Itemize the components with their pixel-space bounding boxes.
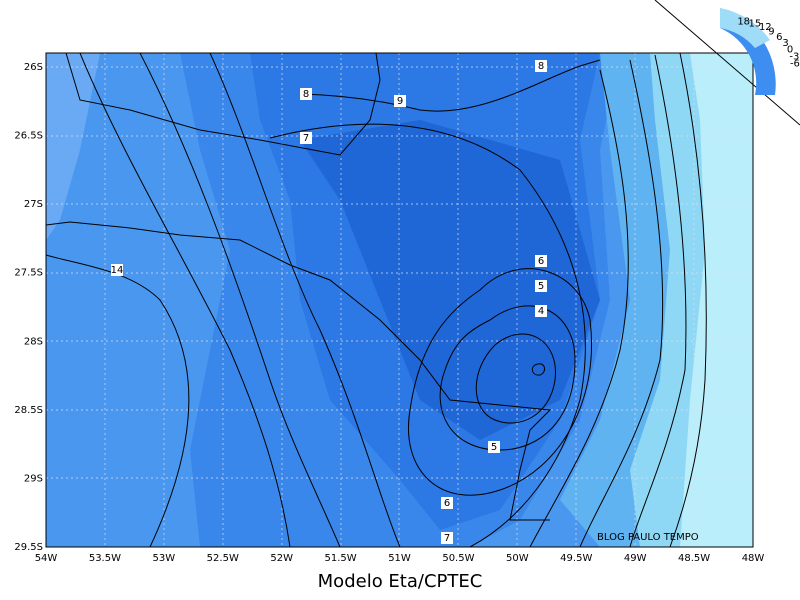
legend-label: 12 (759, 22, 772, 33)
map-frame (45, 52, 754, 548)
contour-label: 5 (538, 281, 544, 292)
lon-label: 50W (506, 553, 529, 564)
contour-label-box (441, 497, 453, 509)
title: Modelo Eta/CPTEC (318, 571, 483, 592)
contour-label-box (535, 305, 547, 317)
contour-label-box (441, 532, 453, 544)
legend-label: -6 (790, 59, 800, 70)
contour-label: 8 (303, 89, 309, 100)
lat-label: 27S (24, 199, 43, 210)
lon-label: 49.5W (560, 553, 592, 564)
legend-wheel (654, 0, 800, 126)
watermark: BLOG PAULO TEMPO (597, 532, 699, 543)
contour-label: 7 (303, 133, 309, 144)
contour-label-box (535, 60, 547, 72)
lon-label: 48.5W (678, 553, 710, 564)
contour-label: 5 (491, 442, 497, 453)
lon-label: 50.5W (442, 553, 474, 564)
contour-label-box (300, 132, 312, 144)
contour-label: 7 (444, 533, 450, 544)
lat-label: 26S (24, 62, 43, 73)
contour-label-box (300, 88, 312, 100)
lon-label: 51W (388, 553, 411, 564)
contour-label: 8 (538, 61, 544, 72)
lon-label: 52W (270, 553, 293, 564)
lat-label: 29.5S (14, 542, 43, 553)
lon-label: 53W (153, 553, 176, 564)
lon-label: 52.5W (207, 553, 239, 564)
lon-label: 54W (35, 553, 58, 564)
lat-label: 26.5S (14, 131, 43, 142)
legend-label: 6 (776, 32, 782, 43)
lat-label: 28.5S (14, 405, 43, 416)
lat-label: 27.5S (14, 268, 43, 279)
shaded-field (46, 53, 753, 547)
contour-label: 9 (397, 96, 403, 107)
legend-label: 15 (749, 19, 762, 30)
contour-label-box (488, 441, 500, 453)
contour-label-box (535, 280, 547, 292)
legend-label: -3 (789, 52, 799, 63)
contour-label-box (111, 264, 123, 276)
legend-label: 3 (782, 38, 788, 49)
contour-label: 4 (538, 306, 544, 317)
lat-label: 29S (24, 473, 43, 484)
lon-label: 49W (624, 553, 647, 564)
contour-label-box (535, 255, 547, 267)
legend-label: 0 (787, 45, 793, 56)
contour-label: 14 (111, 265, 124, 276)
contour-label-box (394, 95, 406, 107)
contour-label: 6 (444, 498, 450, 509)
lon-label: 53.5W (89, 553, 121, 564)
grid (46, 53, 753, 547)
legend-label: 9 (768, 27, 774, 38)
contour-label: 6 (538, 256, 544, 267)
contour-lines (46, 53, 707, 547)
lon-label: 48W (742, 553, 765, 564)
lat-label: 28S (24, 336, 43, 347)
legend-label: 18 (737, 16, 750, 27)
lon-label: 51.5W (325, 553, 357, 564)
